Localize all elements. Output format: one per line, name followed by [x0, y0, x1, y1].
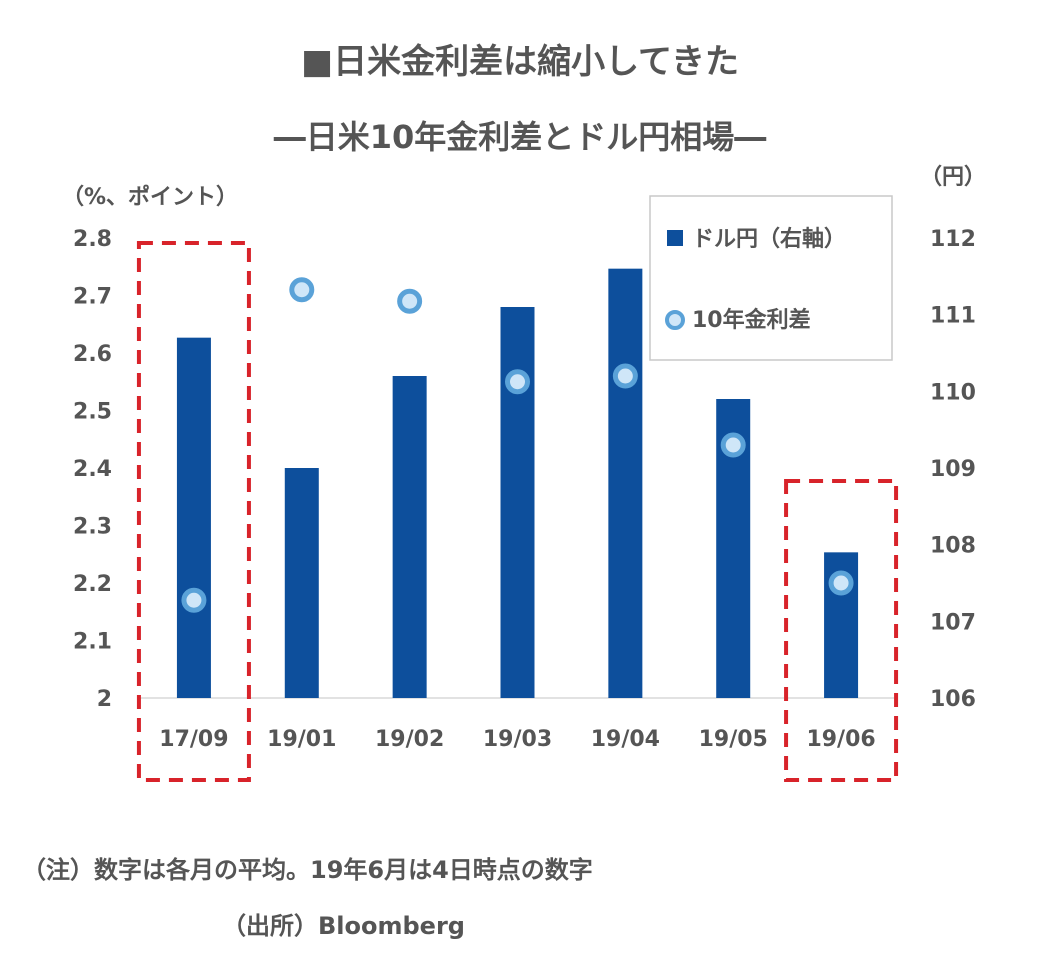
legend-bar-swatch	[667, 230, 683, 246]
legend-point-label: 10年金利差	[692, 307, 811, 333]
left-tick-label: 2.8	[73, 227, 112, 252]
x-tick-label: 19/01	[267, 727, 336, 752]
right-tick-label: 109	[930, 457, 976, 482]
bar	[500, 307, 535, 698]
footnote: （注）数字は各月の平均。19年6月は4日時点の数字	[22, 856, 593, 884]
data-point	[289, 277, 315, 303]
data-point	[828, 570, 854, 596]
data-point	[397, 288, 423, 314]
right-tick-label: 107	[930, 610, 976, 635]
right-tick-label: 106	[930, 687, 976, 712]
right-tick-label: 112	[930, 227, 976, 252]
right-axis-label: （円）	[920, 165, 986, 190]
bar	[284, 468, 319, 698]
legend-box	[649, 195, 893, 361]
x-tick-label: 17/09	[159, 727, 228, 752]
bar	[608, 268, 643, 698]
highlight-box	[136, 241, 251, 782]
highlight-box	[784, 479, 899, 782]
left-tick-label: 2.5	[73, 400, 112, 425]
left-tick-label: 2.7	[73, 285, 112, 310]
x-tick-label: 19/05	[699, 727, 768, 752]
right-tick-label: 108	[930, 534, 976, 559]
data-point	[505, 369, 530, 395]
chart-subtitle: ―日米10年金利差とドル円相場―	[273, 118, 767, 156]
chart-title: ■日米金利差は縮小してきた	[300, 42, 740, 82]
right-tick-label: 111	[930, 304, 976, 329]
x-tick-label: 19/03	[483, 727, 552, 752]
bar	[392, 376, 427, 698]
x-tick-label: 19/06	[806, 727, 875, 752]
right-tick-label: 110	[930, 380, 976, 405]
x-tick-label: 19/04	[591, 727, 660, 752]
data-point	[720, 432, 746, 458]
left-tick-label: 2.1	[73, 630, 112, 655]
left-tick-label: 2.4	[73, 457, 112, 482]
data-point	[181, 587, 207, 613]
legend-point-swatch	[665, 310, 685, 330]
data-point	[612, 363, 638, 389]
left-tick-label: 2.3	[73, 515, 112, 540]
left-axis-label: （%、ポイント）	[62, 184, 238, 210]
left-tick-label: 2.2	[73, 572, 112, 597]
bar	[176, 337, 211, 698]
left-tick-label: 2	[97, 687, 112, 712]
left-tick-label: 2.6	[73, 342, 112, 367]
x-tick-label: 19/02	[375, 727, 444, 752]
source-note: （出所）Bloomberg	[222, 912, 465, 940]
legend-bar-label: ドル円（右軸）	[692, 226, 846, 252]
